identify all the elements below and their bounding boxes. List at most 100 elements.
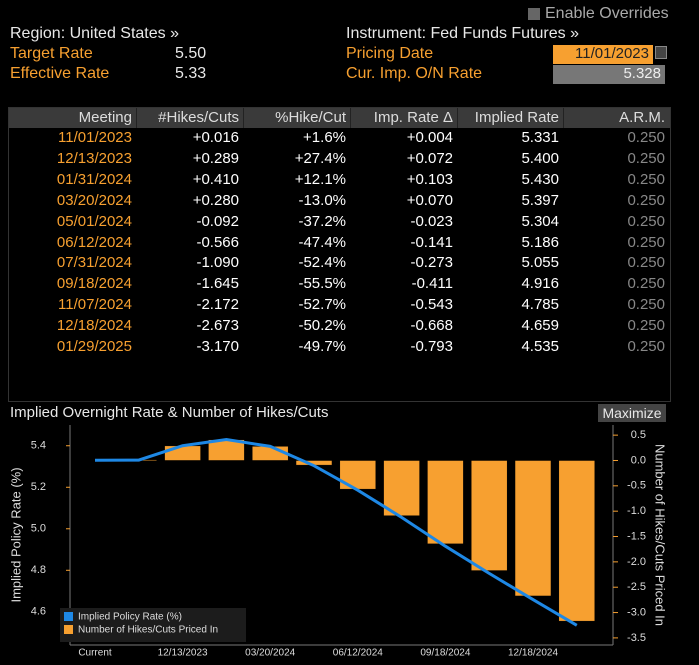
table-cell: -13.0% <box>298 191 346 209</box>
bar <box>558 460 596 622</box>
checkbox[interactable] <box>528 8 540 20</box>
table-cell: -2.673 <box>196 317 239 335</box>
line <box>94 438 578 627</box>
table-cell: -52.4% <box>298 254 346 272</box>
y2-tick-label: -2.5 <box>627 581 646 593</box>
table: Meeting #Hikes/Cuts %Hike/Cut Imp. Rate Δ Im… <box>8 107 671 402</box>
table-cell: 01/31/2024 <box>56 170 132 188</box>
bar <box>339 460 377 490</box>
field-value: 5.33 <box>175 65 207 82</box>
column-header: A.R.M. <box>619 109 665 126</box>
legend-box <box>60 608 246 642</box>
y2-tick-label: 0.5 <box>631 429 646 441</box>
table-cell: 11/07/2024 <box>58 296 132 314</box>
column-header: Imp. Rate Δ <box>373 109 453 126</box>
x-tick-label: 09/18/2024 <box>420 648 470 659</box>
enable-overrides[interactable]: Enable Overrides <box>545 5 669 22</box>
bar <box>514 460 552 597</box>
table-cell: +0.289 <box>192 149 239 167</box>
table-cell: 12/13/2023 <box>56 149 132 167</box>
field-label: Cur. Imp. O/N Rate <box>346 65 483 82</box>
table-cell: -37.2% <box>298 212 346 230</box>
table-cell: -1.090 <box>196 254 239 272</box>
table-cell: 5.430 <box>521 170 559 188</box>
table-cell: +1.6% <box>303 129 346 146</box>
table-cell: 0.250 <box>627 275 665 293</box>
table-cell: 0.250 <box>627 149 665 167</box>
table-cell: -3.170 <box>196 338 239 355</box>
table-cell: -49.7% <box>298 338 346 355</box>
calendar-icon[interactable] <box>655 46 667 59</box>
column-separator <box>563 108 564 128</box>
table-cell: -0.092 <box>196 212 239 230</box>
table-cell: 01/29/2025 <box>56 338 132 355</box>
column-separator <box>457 108 458 128</box>
bar <box>427 460 464 545</box>
pricing-date-input[interactable]: 11/01/2023 <box>553 45 653 64</box>
table-cell: +0.280 <box>192 191 239 209</box>
x-tick-label: 06/12/2024 <box>333 648 383 659</box>
x-tick-label: 12/13/2023 <box>158 648 208 659</box>
column-header: %Hike/Cut <box>275 109 346 126</box>
x-tick-label: Current <box>78 648 112 659</box>
table-cell: 0.250 <box>627 296 665 314</box>
table-cell: -0.411 <box>411 275 453 293</box>
y-tick-label: 5.4 <box>31 440 46 452</box>
y2-tick-label: -2.0 <box>627 556 646 568</box>
instrument[interactable]: Instrument: Fed Funds Futures » <box>346 25 579 42</box>
chart-title: Implied Overnight Rate & Number of Hikes… <box>10 404 329 421</box>
maximize-button[interactable]: Maximize <box>598 404 666 422</box>
table-cell: 05/01/2024 <box>56 212 132 230</box>
column-separator <box>136 108 137 128</box>
table-cell: -50.2% <box>298 317 346 335</box>
table-header <box>9 108 670 128</box>
table-cell: 09/18/2024 <box>56 275 132 293</box>
column-header: #Hikes/Cuts <box>158 109 239 126</box>
table-cell: 5.331 <box>521 129 559 146</box>
table-cell: +12.1% <box>294 170 346 188</box>
table-cell: 5.055 <box>521 254 559 272</box>
column-separator <box>350 108 351 128</box>
table-cell: 0.250 <box>627 191 665 209</box>
table-cell: 4.916 <box>521 275 559 293</box>
imp-rate-input[interactable]: 5.328 <box>553 65 665 84</box>
table-cell: 0.250 <box>627 233 665 251</box>
table-cell: 5.397 <box>521 191 559 209</box>
legend-label: Implied Policy Rate (%) <box>78 612 182 623</box>
table-cell: 0.250 <box>627 317 665 335</box>
table-cell: 0.250 <box>627 170 665 188</box>
table-cell: 0.250 <box>627 338 665 355</box>
table-cell: +0.410 <box>192 170 239 188</box>
y2-tick-label: -3.0 <box>627 606 646 618</box>
bar <box>470 460 508 571</box>
table-cell: -0.793 <box>410 338 453 355</box>
table-cell: 5.400 <box>521 149 559 167</box>
y2-tick-label: 0.0 <box>631 454 646 466</box>
table-cell: 0.250 <box>627 129 665 146</box>
table-cell: -0.023 <box>410 212 453 230</box>
table-cell: 03/20/2024 <box>56 191 132 209</box>
table-cell: 5.186 <box>521 233 559 251</box>
table-cell: 06/12/2024 <box>56 233 132 251</box>
table-cell: 5.304 <box>521 212 559 230</box>
table-cell: +0.103 <box>406 170 453 188</box>
y2-tick-label: -1.0 <box>627 505 646 517</box>
x-tick-label: 12/18/2024 <box>508 648 558 659</box>
table-cell: -52.7% <box>298 296 346 314</box>
table-cell: 0.250 <box>627 212 665 230</box>
region[interactable]: Region: United States » <box>10 25 179 42</box>
table-cell: 4.535 <box>521 338 559 355</box>
column-header: Meeting <box>78 109 132 126</box>
y2-tick-label: -0.5 <box>627 480 646 492</box>
table-cell: 4.785 <box>521 296 559 314</box>
y-tick-label: 4.6 <box>31 606 46 618</box>
table-cell: -0.273 <box>410 254 453 272</box>
y-tick-label: 5.2 <box>31 481 46 493</box>
table-cell: -1.645 <box>196 275 239 293</box>
x-tick-label: 03/20/2024 <box>245 648 295 659</box>
table-cell: 4.659 <box>521 317 559 335</box>
table-cell: 11/01/2023 <box>58 129 132 146</box>
field-label: Pricing Date <box>346 45 434 62</box>
